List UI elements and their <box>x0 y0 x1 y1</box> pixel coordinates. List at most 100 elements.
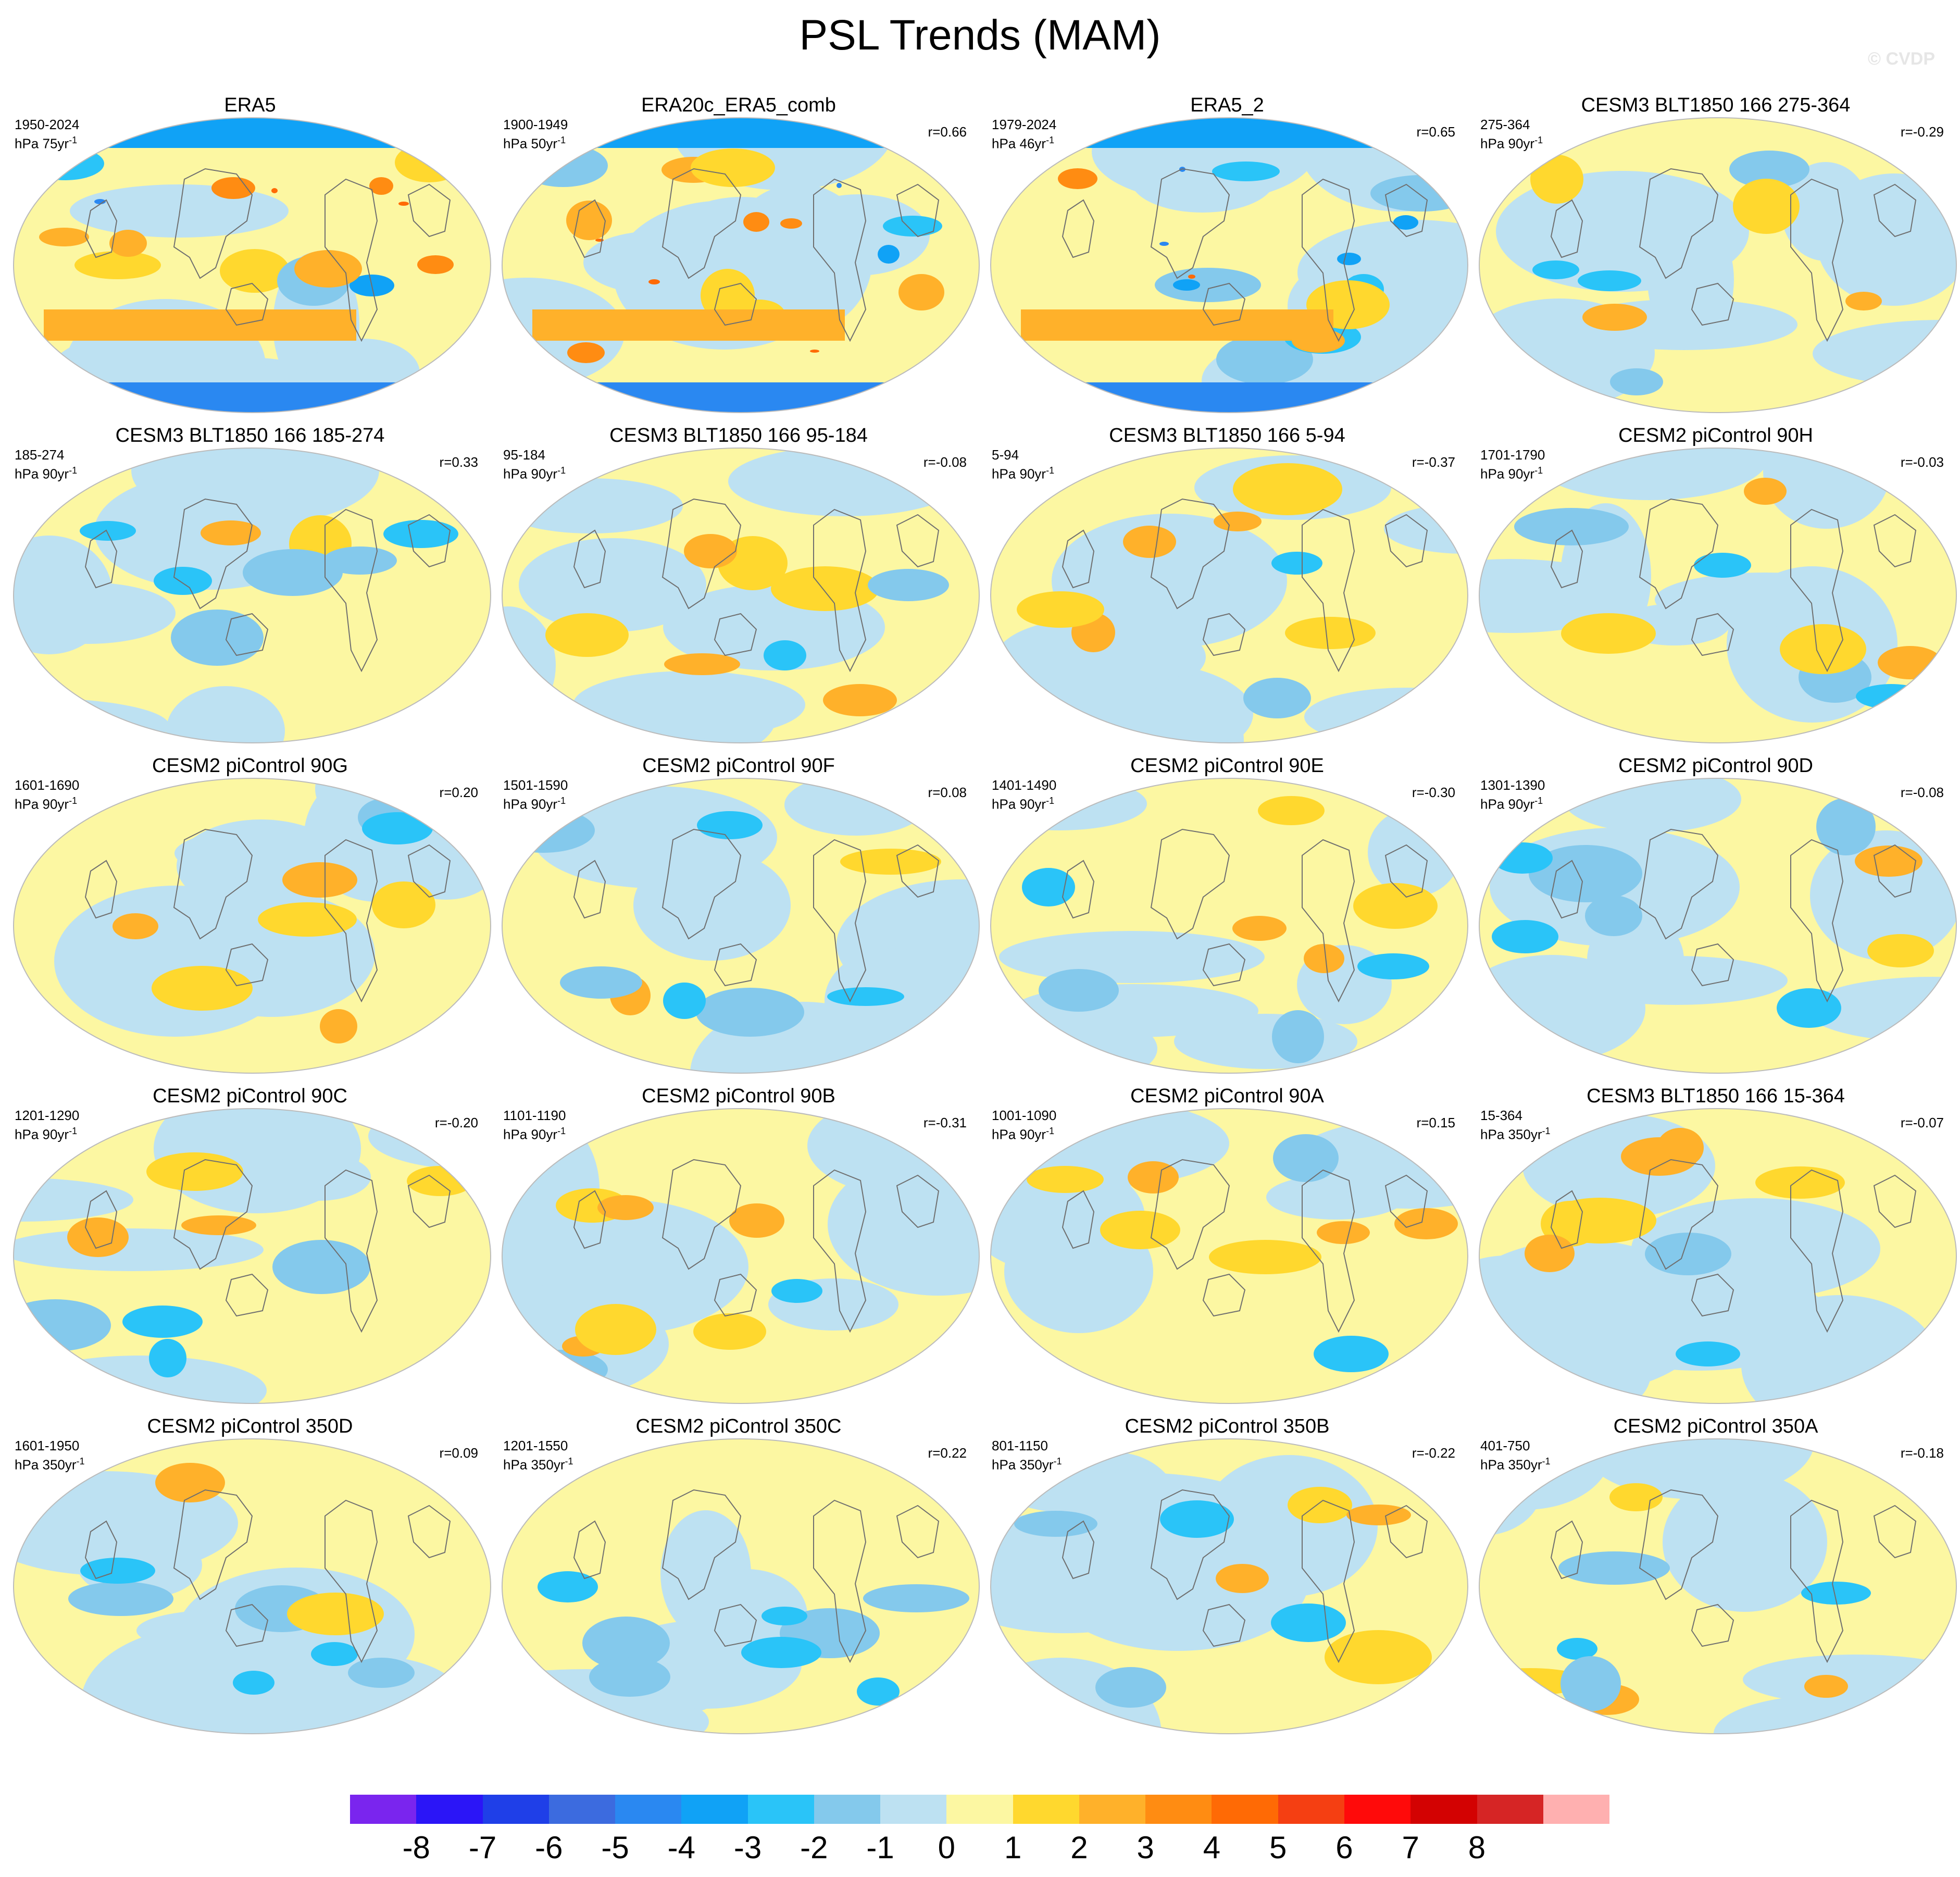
map-ellipse <box>502 778 980 1074</box>
map-outline <box>990 117 1468 413</box>
contour-region <box>14 1366 72 1403</box>
contour-region <box>502 478 683 533</box>
panel-title: CESM2 piControl 350A <box>1613 1415 1818 1437</box>
contour-region <box>1188 275 1195 279</box>
coastline <box>896 1505 940 1559</box>
contour-region <box>567 342 605 363</box>
colorbar-tick-label: -1 <box>866 1830 894 1865</box>
contour-region <box>171 610 264 666</box>
contour-region <box>1657 1128 1704 1167</box>
contour-region <box>1337 253 1361 265</box>
panel-units-text: hPa 90yr <box>503 1126 558 1142</box>
map-outline <box>502 1438 980 1734</box>
panel-units-exponent: -1 <box>557 1126 566 1136</box>
contour-region <box>80 521 136 541</box>
coastline <box>324 178 378 342</box>
contour-region <box>271 188 278 193</box>
contour-region <box>545 613 629 657</box>
contour-region <box>1014 1511 1097 1537</box>
map-panel: CESM2 piControl 90B 1101-1190 hPa 90yr-1 r=… <box>494 1085 983 1408</box>
panel-title: CESM2 piControl 90F <box>642 755 835 777</box>
contour-region <box>1128 1161 1179 1194</box>
contour-region <box>1160 1500 1234 1538</box>
contour-region <box>109 230 147 257</box>
colorbar <box>350 1795 1610 1824</box>
coastline <box>1384 844 1428 898</box>
contour-region <box>697 811 763 839</box>
coastline <box>1790 1169 1844 1333</box>
panel-title: CESM3 BLT1850 166 5-94 <box>1109 425 1345 446</box>
contour-region <box>201 520 261 545</box>
contour-region <box>1027 1166 1104 1193</box>
contour-region <box>1095 1667 1166 1708</box>
coastline <box>1639 168 1719 279</box>
panel-years: 95-184 <box>503 447 545 463</box>
contour-region <box>1233 463 1342 515</box>
coastline <box>813 839 867 1003</box>
contour-region <box>1285 617 1376 649</box>
contour-region <box>575 1304 656 1355</box>
contour-region <box>878 245 900 264</box>
map-panel: CESM3 BLT1850 166 275-364 275-364 hPa 90yr… <box>1471 94 1960 417</box>
contour-region <box>1216 1564 1269 1593</box>
colorbar-swatch <box>350 1795 417 1824</box>
coastline <box>1691 1273 1734 1317</box>
coastline <box>407 514 451 568</box>
contour-region <box>243 549 343 596</box>
contour-region <box>810 350 819 353</box>
colorbar-tick-label: 1 <box>1004 1830 1022 1865</box>
coastline <box>573 529 606 589</box>
coastline <box>173 828 253 940</box>
contour-region <box>272 1240 370 1294</box>
contour-region <box>597 1195 654 1220</box>
map-panel: CESM2 piControl 90E 1401-1490 hPa 90yr-1 r=… <box>982 754 1472 1077</box>
panel-units: hPa 90yr-1 <box>503 793 566 812</box>
contour-region <box>70 184 289 238</box>
panel-units: hPa 90yr-1 <box>1480 793 1543 812</box>
colorbar-swatch <box>1013 1795 1079 1824</box>
contour-region <box>729 1203 784 1238</box>
coastline <box>573 1520 606 1580</box>
panel-title: CESM2 piControl 90E <box>1130 755 1324 777</box>
contour-region <box>14 1228 264 1271</box>
coastline <box>407 844 451 898</box>
panel-units: hPa 90yr-1 <box>15 463 77 482</box>
contour-region <box>1744 478 1787 505</box>
panel-years: 1101-1190 <box>503 1108 566 1123</box>
map-ellipse <box>502 117 980 413</box>
panel-units-exponent: -1 <box>557 465 566 476</box>
contour-region <box>780 218 802 229</box>
contour-region <box>1845 292 1882 310</box>
contour-region <box>1804 1675 1848 1698</box>
contour-region <box>827 987 904 1006</box>
contour-region <box>1039 969 1119 1012</box>
panel-units-text: hPa 90yr <box>992 1126 1046 1142</box>
panel-title: CESM2 piControl 90C <box>153 1085 347 1107</box>
colorbar-swatch <box>1079 1795 1146 1824</box>
map-outline <box>13 448 491 743</box>
contour-region <box>14 118 491 148</box>
panel-correlation: r=-0.07 <box>1900 1115 1944 1130</box>
coastline <box>1150 168 1230 279</box>
contour-region <box>266 1153 371 1201</box>
contour-region <box>1346 1505 1411 1525</box>
contour-region <box>1655 573 1875 627</box>
watermark: © CVDP <box>1868 49 1935 69</box>
contour-region <box>1530 448 1768 500</box>
contour-region <box>1878 646 1942 679</box>
contour-region <box>1173 279 1200 291</box>
contour-region <box>582 1617 670 1670</box>
colorbar-swatch <box>1344 1795 1411 1824</box>
coastline <box>1691 1603 1734 1647</box>
coastline <box>1550 529 1583 589</box>
map-outline <box>502 1108 980 1404</box>
contour-region <box>211 177 255 199</box>
contour-region <box>701 269 755 322</box>
coastline <box>1302 1169 1355 1333</box>
map-ellipse <box>502 1108 980 1404</box>
contour-region <box>1729 151 1809 188</box>
contour-region <box>372 881 435 928</box>
contour-region <box>155 1463 225 1502</box>
coastline <box>1550 199 1583 258</box>
coastline <box>1062 1190 1095 1249</box>
